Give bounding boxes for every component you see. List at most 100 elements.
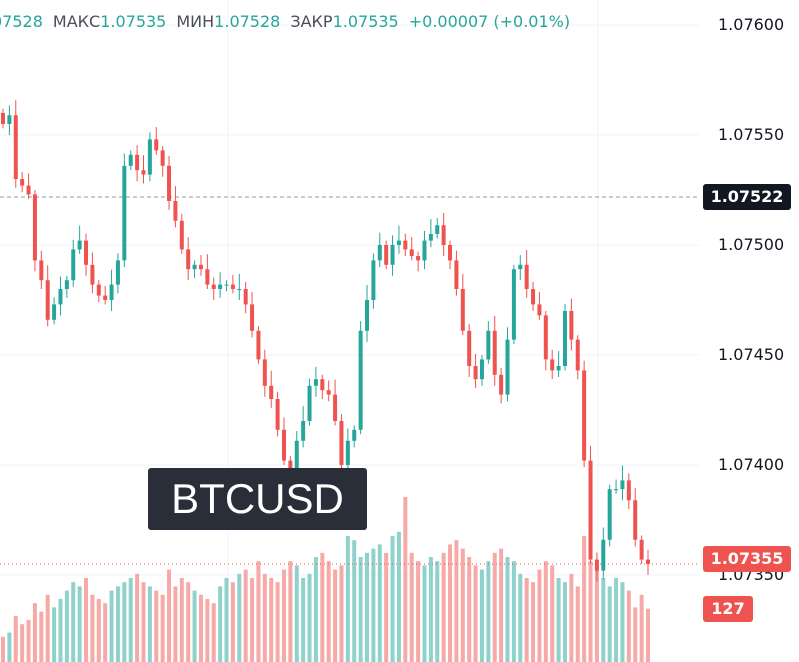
candle-body (416, 256, 421, 261)
volume-bar (448, 544, 453, 662)
volume-bar (64, 590, 69, 662)
volume-bar (601, 578, 606, 662)
volume-bar (562, 582, 567, 662)
volume-bar (128, 578, 133, 662)
candle-body (371, 260, 376, 300)
candle-body (403, 240, 408, 250)
volume-bar (13, 615, 18, 662)
candle-body (333, 394, 338, 421)
volume-bar (339, 565, 344, 662)
candle-body (428, 234, 433, 241)
candle-body (601, 539, 606, 571)
legend-close-value: 1.07535 (332, 12, 399, 31)
candle-body (365, 300, 370, 331)
candle-body (167, 165, 172, 201)
volume-bar (352, 540, 357, 662)
candle-body (422, 240, 427, 261)
volume-bar (333, 569, 338, 662)
volume-bar (20, 624, 25, 662)
volume-bar (486, 561, 491, 662)
volume-bar (582, 536, 587, 662)
candle-body (467, 330, 472, 366)
candle-body (288, 460, 293, 470)
volume-bar (173, 586, 178, 662)
candle-body (313, 379, 318, 386)
candle-body (377, 245, 382, 261)
crosshair-price-tag: 1.07522 (703, 184, 791, 210)
volume-bar (288, 561, 293, 662)
candle-body (294, 440, 299, 470)
candle-body (448, 245, 453, 261)
candle-body (492, 330, 497, 375)
volume-bar (345, 536, 350, 662)
candle-body (281, 429, 286, 461)
candle-body (460, 289, 465, 331)
volume-bar (626, 590, 631, 662)
volume-bar (224, 578, 229, 662)
candle-body (115, 260, 120, 285)
volume-bar (518, 573, 523, 662)
volume-bar (403, 496, 408, 662)
candle-body (64, 280, 69, 289)
volume-bar (588, 561, 593, 662)
legend-high-value: 1.07535 (100, 12, 167, 31)
volume-bar (499, 548, 504, 662)
symbol-watermark: BTCUSD (148, 468, 367, 530)
volume-bar (473, 565, 478, 662)
volume-bar (467, 557, 472, 662)
volume-bar (428, 557, 433, 662)
volume-bar (531, 582, 536, 662)
volume-bar (320, 552, 325, 662)
volume-bar (192, 590, 197, 662)
volume-bar (543, 561, 548, 662)
candle-body (58, 289, 63, 305)
candle-body (71, 249, 76, 281)
candle-body (77, 240, 82, 250)
candle-body (486, 330, 491, 360)
candle-body (192, 264, 197, 270)
candle-body (103, 295, 108, 300)
candle-body (301, 421, 306, 441)
candle-body (479, 359, 484, 380)
current-price-tag: 1.07355 (703, 546, 791, 572)
volume-bar (505, 557, 510, 662)
volume-bar (109, 590, 114, 662)
candle-body (230, 284, 235, 289)
volume-bar (511, 561, 516, 662)
candle-body (511, 269, 516, 340)
legend-low-label: МИН (176, 12, 215, 31)
candle-body (614, 489, 619, 491)
candle-body (205, 269, 210, 285)
volume-bar (71, 582, 76, 662)
volume-bar (52, 607, 57, 662)
volume-bar (607, 586, 612, 662)
volume-bar (167, 569, 172, 662)
candle-body (26, 185, 31, 195)
volume-bar (205, 599, 210, 662)
candle-body (435, 225, 440, 234)
volume-bar (237, 573, 242, 662)
ohlc-legend: 07528МАКС1.07535МИН1.07528ЗАКР1.07535+0.… (0, 12, 570, 31)
volume-bar (416, 561, 421, 662)
volume-bar (365, 552, 370, 662)
candle-body (499, 374, 504, 395)
candle-body (186, 249, 191, 270)
candle-body (154, 139, 159, 151)
volume-bar (45, 594, 50, 662)
candle-body (562, 311, 567, 366)
candle-body (556, 366, 561, 371)
price-axis-tick: 1.07600 (718, 15, 785, 34)
volume-bar (77, 586, 82, 662)
volume-bar (90, 594, 95, 662)
volume-bar (396, 531, 401, 662)
volume-bar (39, 611, 44, 662)
candle-body (7, 115, 12, 124)
volume-bar (326, 561, 331, 662)
candle-body (518, 264, 523, 270)
volume-bar (454, 540, 459, 662)
volume-bar (550, 565, 555, 662)
volume-bar (575, 586, 580, 662)
candle-body (128, 154, 133, 166)
candle-body (409, 249, 414, 256)
